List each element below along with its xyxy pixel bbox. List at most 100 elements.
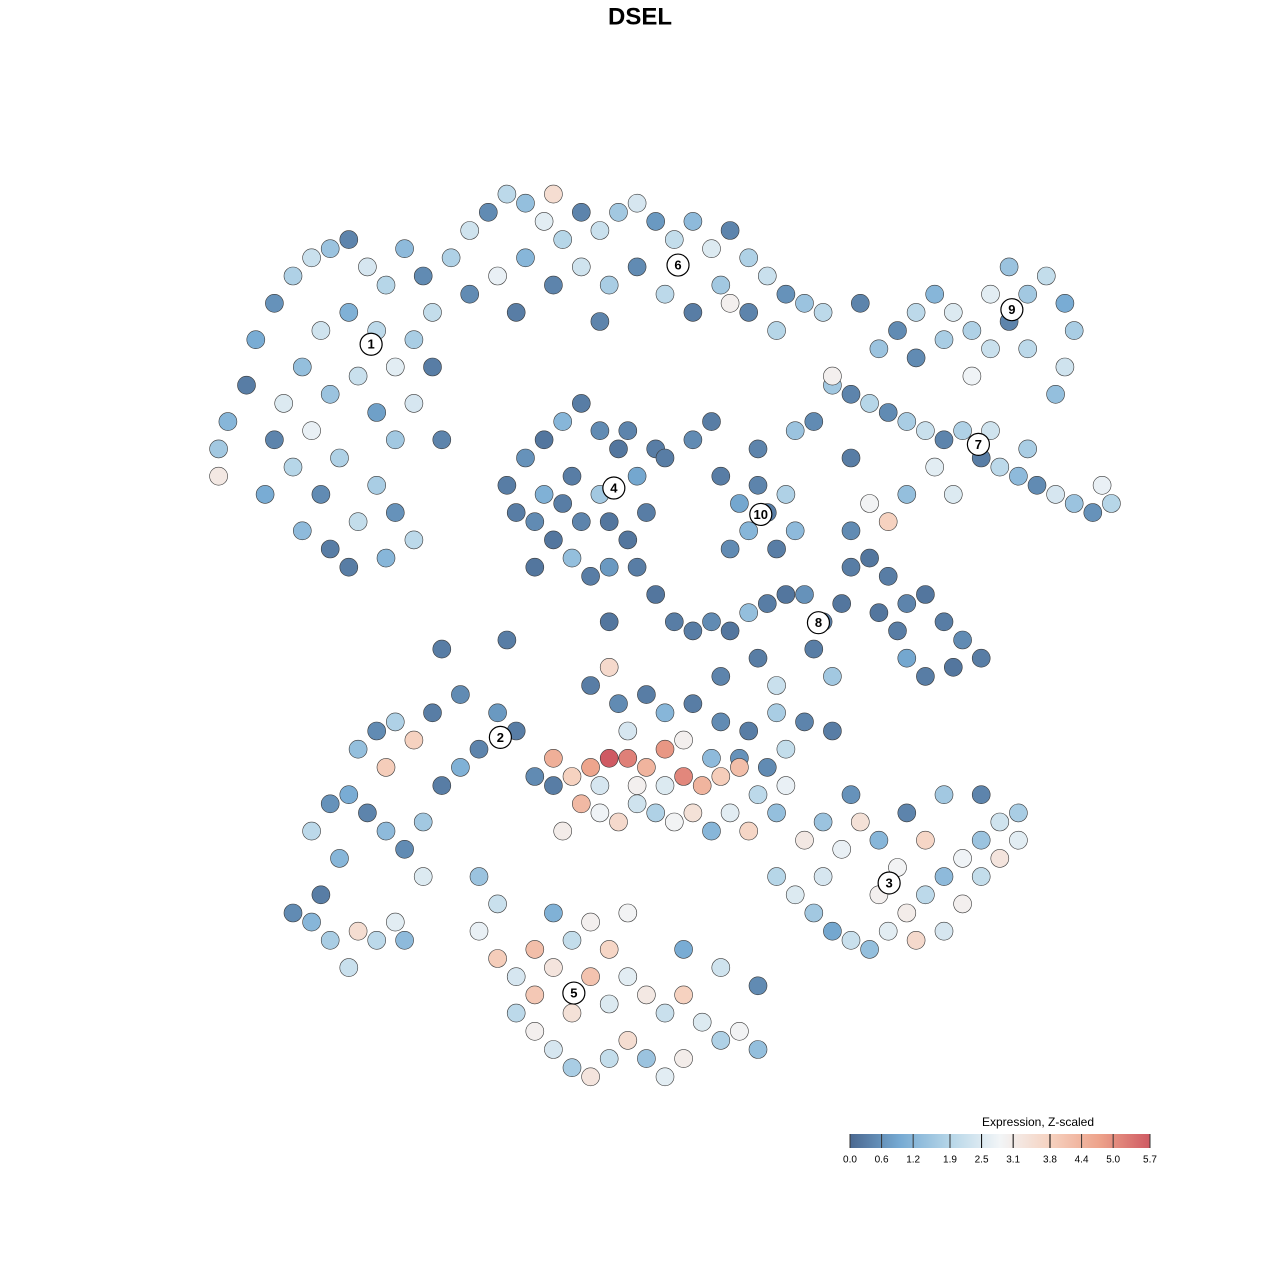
point <box>841 521 861 541</box>
point <box>767 539 786 559</box>
point <box>618 530 638 550</box>
cluster-label-bg <box>666 253 690 277</box>
point <box>934 921 954 941</box>
point <box>590 421 610 441</box>
point <box>757 758 777 777</box>
point <box>1102 494 1121 513</box>
point <box>906 930 926 950</box>
point <box>590 803 610 823</box>
point <box>795 830 814 850</box>
point <box>302 248 321 268</box>
point <box>692 1012 712 1032</box>
point <box>757 594 777 613</box>
cluster-label: 2 <box>497 730 504 745</box>
point <box>432 430 452 450</box>
point <box>962 321 982 340</box>
colorbar-tick-label: 0.6 <box>875 1155 889 1166</box>
point <box>683 303 703 322</box>
colorbar-title: Expression, Z-scaled <box>982 1115 1094 1129</box>
point <box>562 1003 582 1023</box>
point <box>1027 475 1047 495</box>
point <box>934 612 954 632</box>
point <box>664 812 684 832</box>
point <box>1018 339 1037 359</box>
point <box>795 585 814 604</box>
point <box>413 867 433 886</box>
point <box>767 321 786 340</box>
point <box>376 548 396 568</box>
point <box>562 1058 582 1077</box>
point <box>730 494 749 513</box>
cluster-label: 9 <box>1008 302 1015 317</box>
point <box>711 466 731 486</box>
point <box>339 785 359 805</box>
point <box>748 976 768 996</box>
point <box>609 203 628 222</box>
point <box>525 767 545 786</box>
point <box>1083 503 1103 522</box>
point <box>553 230 573 249</box>
point <box>841 557 861 577</box>
point <box>562 466 582 486</box>
point <box>925 457 945 477</box>
point <box>451 758 470 777</box>
point <box>413 812 433 832</box>
cluster-label: 10 <box>754 507 768 522</box>
point <box>860 940 879 959</box>
point <box>358 257 377 277</box>
point <box>283 903 303 923</box>
point <box>553 821 573 841</box>
point <box>748 648 768 668</box>
point <box>609 812 628 832</box>
point <box>711 767 731 786</box>
point <box>1064 494 1084 513</box>
point <box>367 403 387 422</box>
point <box>497 630 517 650</box>
point <box>683 694 703 714</box>
point <box>637 1049 656 1068</box>
point <box>655 776 675 795</box>
point <box>999 257 1019 277</box>
point <box>451 685 470 704</box>
point <box>804 412 824 431</box>
point <box>330 849 349 868</box>
point <box>506 303 526 322</box>
point <box>664 230 684 249</box>
point <box>655 1067 675 1087</box>
point <box>265 293 284 313</box>
point <box>590 312 610 331</box>
point <box>776 776 796 795</box>
point <box>1009 830 1028 850</box>
point <box>627 257 647 277</box>
point <box>916 585 935 604</box>
point <box>348 512 368 532</box>
point <box>730 1022 749 1041</box>
cluster-label-bg <box>749 502 773 527</box>
point <box>897 594 917 613</box>
point <box>571 203 591 222</box>
point <box>497 184 517 204</box>
point <box>506 503 526 522</box>
point <box>544 184 563 204</box>
point <box>385 430 405 450</box>
point <box>581 967 600 987</box>
point <box>869 339 889 359</box>
point <box>627 794 647 814</box>
point <box>776 284 796 304</box>
point <box>1037 266 1056 286</box>
point <box>878 921 898 941</box>
cluster-label-bg <box>359 332 383 356</box>
point <box>850 812 870 832</box>
point <box>776 585 796 604</box>
point <box>385 503 405 522</box>
point <box>534 485 554 504</box>
point <box>627 557 647 577</box>
point <box>544 903 563 923</box>
point <box>571 794 591 814</box>
point <box>943 657 963 677</box>
cluster-label: 7 <box>975 437 982 452</box>
point <box>320 930 340 950</box>
point <box>413 266 433 286</box>
